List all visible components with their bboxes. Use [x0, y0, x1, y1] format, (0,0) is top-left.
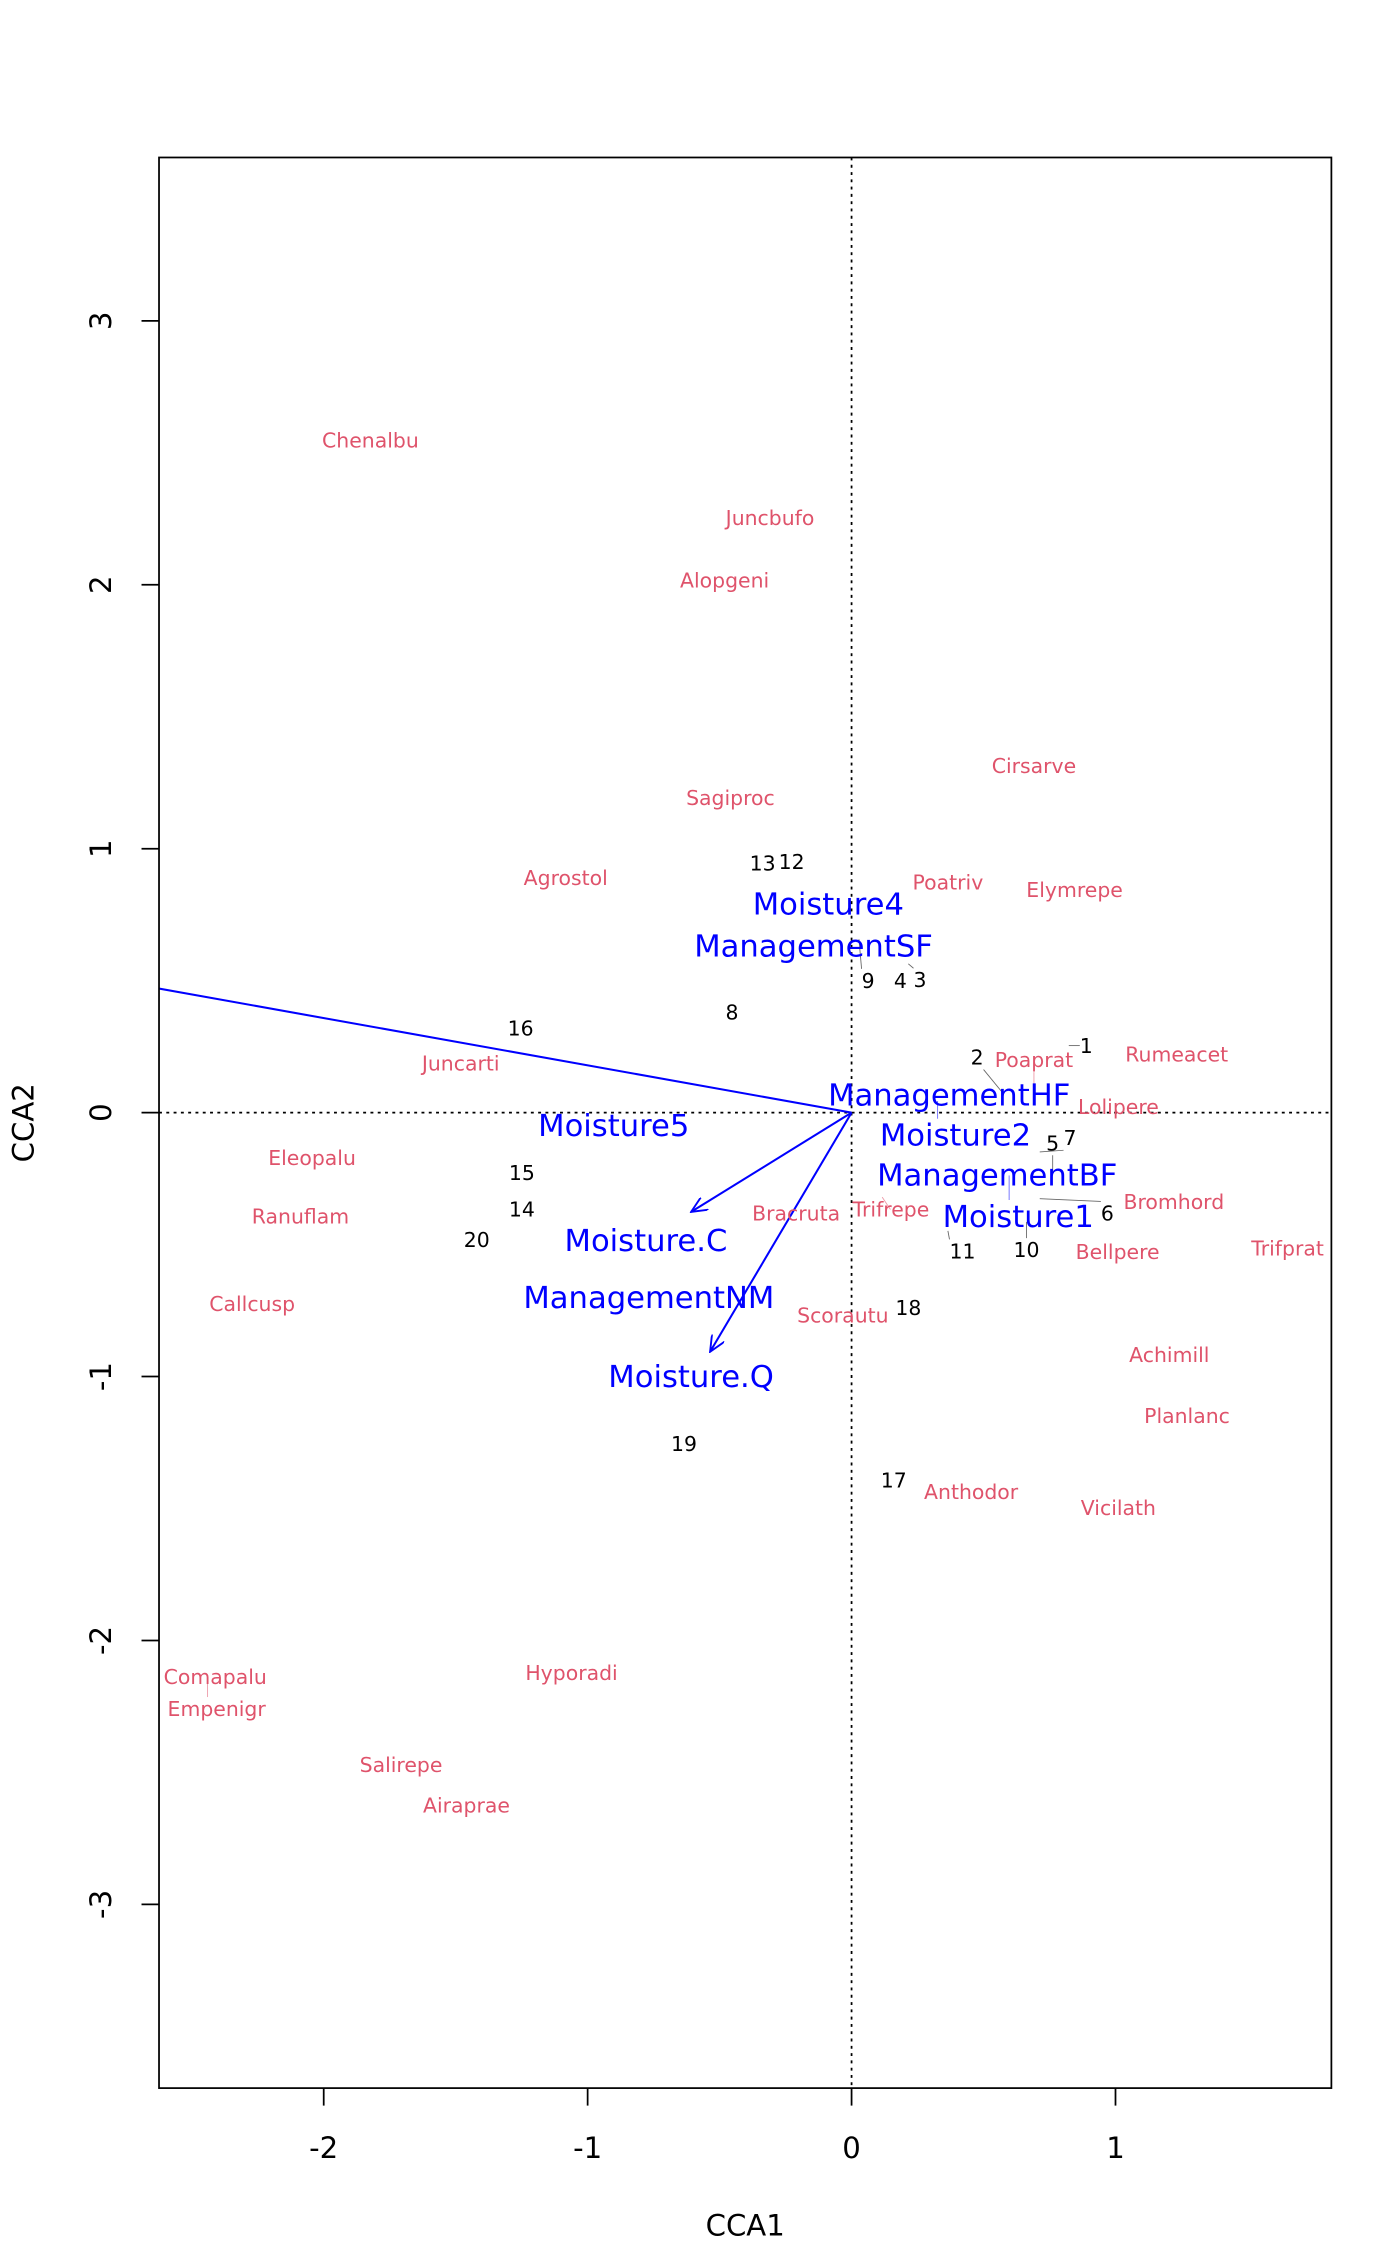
site-label: 18 [895, 1296, 921, 1320]
species-label: Sagiproc [686, 786, 775, 810]
species-label: Lolipere [1078, 1095, 1159, 1119]
x-tick-label: 0 [842, 2131, 861, 2165]
site-label: 17 [881, 1468, 907, 1492]
site-label: 4 [894, 969, 907, 993]
biplot-arrow [159, 987, 852, 1114]
x-tick-label: -1 [573, 2131, 602, 2165]
species-label: Juncarti [420, 1051, 500, 1075]
label-leader-line [858, 939, 863, 969]
plot-labels: Moisture4 ManagementSF ManagementHF Moistur… [164, 429, 1324, 1818]
site-label: 5 [1046, 1131, 1059, 1155]
species-label: Trifprat [1250, 1237, 1324, 1261]
site-label: 16 [508, 1016, 534, 1040]
label-leader-lines [207, 939, 1101, 1698]
species-label: Empenigr [168, 1697, 267, 1721]
biplot-arrow [691, 1111, 853, 1212]
species-label: Alopgeni [680, 569, 769, 593]
label-leader-line [881, 1196, 891, 1210]
biplot-label: Moisture.C [565, 1224, 728, 1259]
species-label: Poaprat [995, 1048, 1073, 1072]
species-label: Poatriv [913, 871, 984, 895]
site-label: 2 [971, 1046, 984, 1070]
species-label: Agrostol [524, 866, 608, 890]
label-leader-line [1039, 1198, 1101, 1202]
site-label: 6 [1101, 1201, 1114, 1225]
species-label: Cirsarve [992, 754, 1076, 778]
y-tick-label: -1 [84, 1362, 118, 1391]
y-tick-label: 3 [84, 312, 118, 331]
site-label: 9 [862, 969, 875, 993]
site-label: 7 [1064, 1126, 1077, 1150]
label-leader-line [908, 963, 914, 969]
species-label: Hyporadi [525, 1661, 617, 1685]
site-label: 13 [750, 852, 776, 876]
site-label: 1 [1080, 1034, 1093, 1058]
site-label: 11 [949, 1239, 975, 1263]
x-tick-label: -2 [309, 2131, 338, 2165]
label-leader-line [983, 1069, 1004, 1094]
species-label: Planlanc [1144, 1404, 1230, 1428]
site-label: 10 [1014, 1238, 1040, 1262]
y-axis-title: CCA2 [7, 1083, 41, 1162]
y-tick-label: 0 [84, 1103, 118, 1122]
species-label: Scorautu [797, 1304, 888, 1328]
x-axis-title: CCA1 [706, 2208, 785, 2242]
species-label: Airaprae [423, 1793, 510, 1817]
species-label: Callcusp [209, 1292, 295, 1316]
biplot-label: ManagementBF [877, 1159, 1117, 1194]
site-label: 20 [464, 1228, 490, 1252]
biplot-label: Moisture1 [943, 1200, 1094, 1235]
y-tick-label: -3 [84, 1890, 118, 1919]
label-leader-line [1039, 1149, 1064, 1153]
x-tick-label: 1 [1106, 2131, 1125, 2165]
y-tick-label: -2 [84, 1626, 118, 1655]
species-label: Bracruta [752, 1201, 840, 1225]
species-label: Vicilath [1081, 1496, 1156, 1520]
biplot-label: Moisture4 [753, 887, 904, 922]
species-label: Achimill [1129, 1343, 1209, 1367]
species-label: Juncbufo [724, 506, 815, 530]
site-label: 19 [671, 1432, 697, 1456]
biplot-label: Moisture.Q [608, 1360, 774, 1395]
species-label: Bellpere [1076, 1240, 1160, 1264]
species-label: Trifrepe [852, 1198, 930, 1222]
site-label: 14 [509, 1197, 535, 1221]
plot-frame [158, 156, 1333, 2089]
site-label: 3 [913, 968, 926, 992]
biplot-label: ManagementSF [694, 930, 933, 965]
species-label: Anthodor [924, 1480, 1019, 1504]
species-label: Ranuflam [252, 1204, 349, 1228]
site-label: 8 [726, 1000, 739, 1024]
biplot-label: Moisture2 [880, 1119, 1031, 1154]
species-label: Salirepe [360, 1753, 443, 1777]
species-label: Comapalu [164, 1665, 267, 1689]
y-tick-label: 1 [84, 839, 118, 858]
species-label: Chenalbu [322, 429, 419, 453]
biplot-label: ManagementNM [523, 1281, 774, 1316]
site-label: 12 [779, 850, 805, 874]
site-label: 15 [509, 1161, 535, 1185]
species-label: Rumeacet [1125, 1043, 1228, 1067]
biplot-arrow [710, 1112, 853, 1352]
biplot-label: Moisture5 [538, 1109, 689, 1144]
species-label: Eleopalu [268, 1146, 356, 1170]
biplot-label: ManagementHF [828, 1078, 1070, 1113]
species-label: Elymrepe [1026, 878, 1123, 902]
label-leader-line [947, 1230, 950, 1240]
biplot-arrows [159, 987, 853, 1352]
y-tick-label: 2 [84, 575, 118, 594]
species-label: Bromhord [1123, 1190, 1224, 1214]
